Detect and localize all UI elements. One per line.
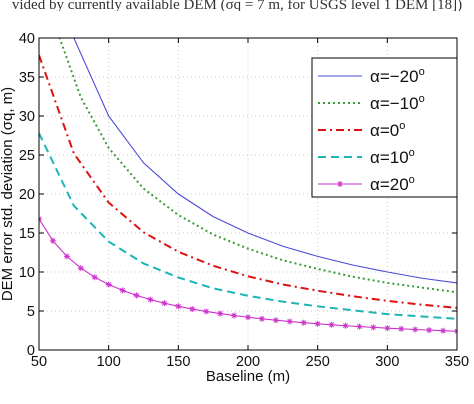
series-point — [91, 274, 98, 281]
series-line-2 — [39, 54, 457, 309]
legend-label: α=0 — [370, 121, 399, 140]
x-tick-label: 100 — [97, 354, 121, 370]
y-tick-label: 25 — [19, 148, 35, 164]
series-point — [39, 215, 42, 222]
y-axis-label: DEM error std. deviation (σq, m) — [0, 87, 16, 301]
y-tick-label: 20 — [19, 187, 35, 203]
legend-label: α=20 — [370, 175, 409, 194]
series-point — [105, 281, 112, 288]
legend-entry-0: α=−20o — [370, 66, 425, 86]
series-point — [77, 265, 84, 272]
series-point — [189, 306, 196, 313]
legend-degree: o — [399, 120, 405, 132]
x-tick-label: 350 — [445, 354, 469, 370]
series-point — [426, 327, 433, 334]
y-tick-label: 40 — [19, 31, 35, 47]
x-tick-label: 200 — [236, 354, 260, 370]
figure-caption: vided by currently available DEM (σq = 7… — [11, 0, 463, 11]
series-point — [231, 312, 238, 319]
series-point — [133, 292, 140, 299]
legend-label: α=10 — [370, 148, 409, 167]
legend-degree: o — [419, 93, 425, 105]
axis-ticks: 50 100 150 200 250 300 350 0 5 10 15 20 25 30 35 40 — [19, 31, 469, 370]
series-point — [384, 325, 391, 332]
series-point — [454, 328, 457, 335]
legend-degree: o — [409, 174, 415, 186]
legend-entry-2: α=0o — [370, 120, 405, 140]
x-tick-label: 150 — [166, 354, 190, 370]
series-point — [328, 321, 335, 328]
legend-entry-3: α=10o — [370, 147, 415, 167]
x-tick-label: 300 — [375, 354, 399, 370]
series-point — [49, 237, 56, 244]
x-axis-label: Baseline (m) — [206, 368, 290, 385]
legend-entry-1: α=−10o — [370, 93, 425, 113]
series-point — [245, 314, 251, 321]
legend-label: α=−10 — [370, 94, 419, 113]
series-point — [119, 287, 126, 294]
series-point — [300, 319, 307, 326]
series-line-0 — [73, 38, 457, 284]
series-point — [370, 324, 377, 331]
series-point — [412, 326, 419, 333]
series-point — [203, 308, 210, 315]
legend-degree: o — [409, 147, 415, 159]
legend-entry-4: α=20o — [370, 174, 415, 194]
y-tick-label: 15 — [19, 226, 35, 242]
legend-degree: o — [419, 66, 425, 78]
series-point — [147, 296, 154, 303]
legend-marker — [337, 181, 343, 187]
y-tick-label: 35 — [19, 70, 35, 86]
x-tick-label: 250 — [306, 354, 330, 370]
series-point — [314, 320, 321, 327]
series-layer — [39, 38, 457, 335]
series-point — [175, 303, 182, 310]
legend-label: α=−20 — [370, 67, 419, 86]
series-point — [217, 310, 224, 317]
series-point — [161, 300, 168, 307]
y-tick-label: 5 — [27, 304, 35, 320]
y-tick-label: 0 — [27, 343, 35, 359]
legend-box — [311, 57, 458, 198]
x-tick-label: 50 — [31, 354, 47, 370]
series-point — [440, 327, 447, 334]
series-point — [356, 323, 363, 330]
series-point — [272, 317, 279, 324]
series-point — [63, 253, 70, 260]
series-line-3 — [39, 132, 457, 320]
series-point — [286, 318, 293, 325]
y-tick-label: 30 — [19, 109, 35, 125]
series-point — [398, 325, 405, 332]
series-point — [342, 322, 349, 329]
y-tick-label: 10 — [19, 265, 35, 281]
series-point — [258, 315, 265, 322]
